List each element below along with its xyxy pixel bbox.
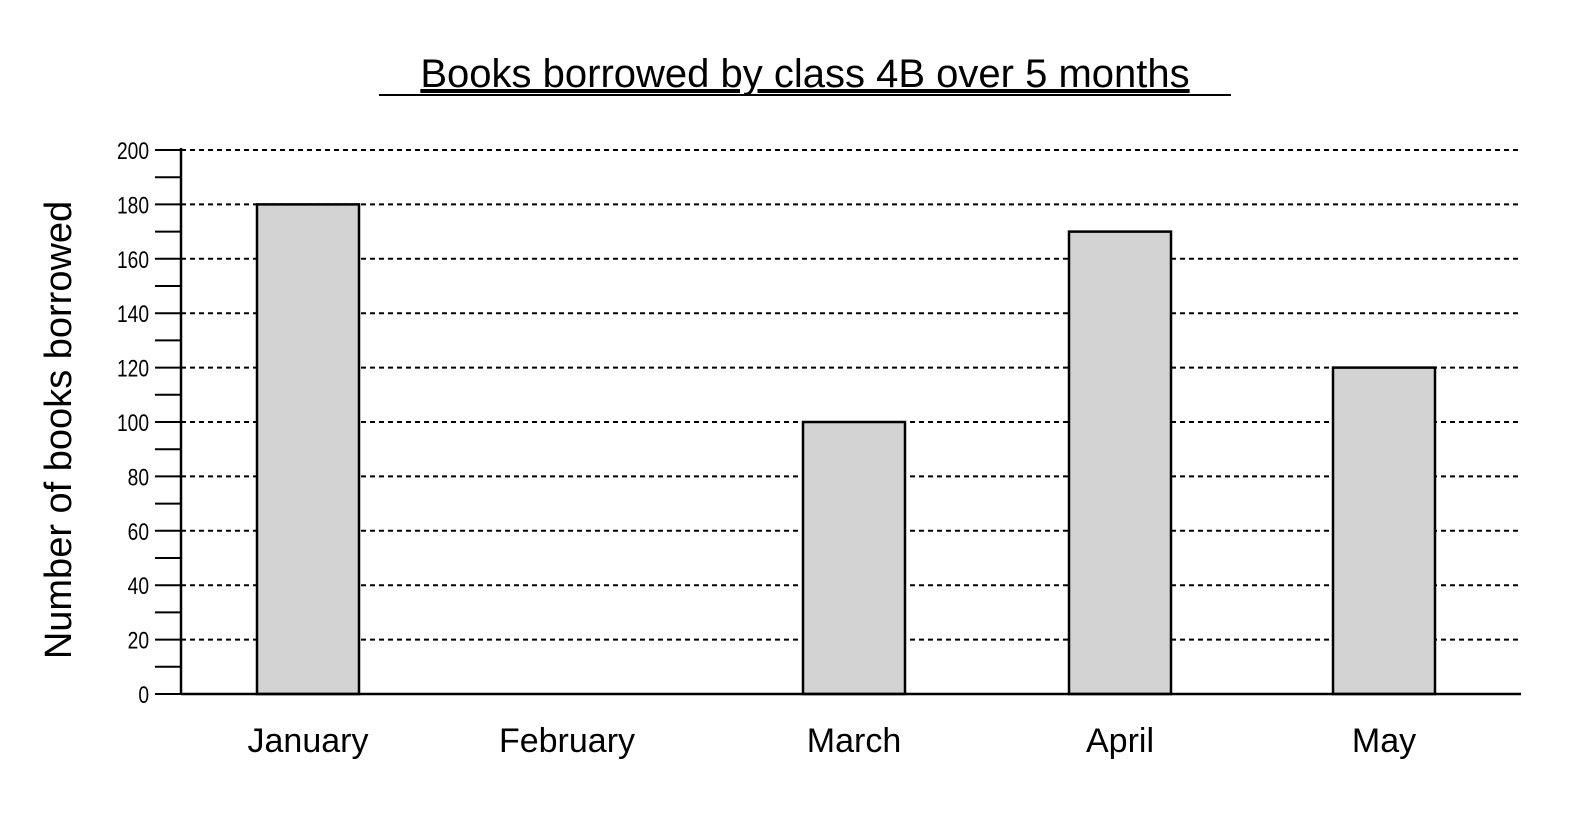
bar-january [255,203,361,696]
y-tick-label: 60 [128,518,149,546]
chart-title: Books borrowed by class 4B over 5 months [420,52,1189,96]
y-tick-label: 0 [138,681,149,709]
bar-may [1331,366,1437,696]
x-axis-labels: January February March April May [248,722,1417,760]
x-tick-label: April [1086,722,1154,760]
y-tick-label: 120 [117,355,149,383]
bars [255,203,1437,696]
bar-march [801,420,907,696]
y-axis-ticks: 0 20 40 60 80 100 120 140 160 180 200 [117,137,181,709]
x-tick-label: February [499,722,635,760]
x-tick-label: January [248,722,369,760]
axes [179,148,1521,696]
y-tick-label: 40 [128,572,149,600]
y-tick-label: 100 [117,409,149,437]
x-tick-label: March [807,722,901,760]
y-tick-label: 140 [117,300,149,328]
y-tick-label: 180 [117,191,149,219]
y-axis-label: Number of books borrowed [38,201,80,659]
y-tick-label: 160 [117,246,149,274]
bar-april [1067,230,1173,696]
x-tick-label: May [1352,722,1416,760]
y-tick-label: 20 [128,627,149,655]
y-tick-label: 200 [117,137,149,165]
y-tick-label: 80 [128,463,149,491]
